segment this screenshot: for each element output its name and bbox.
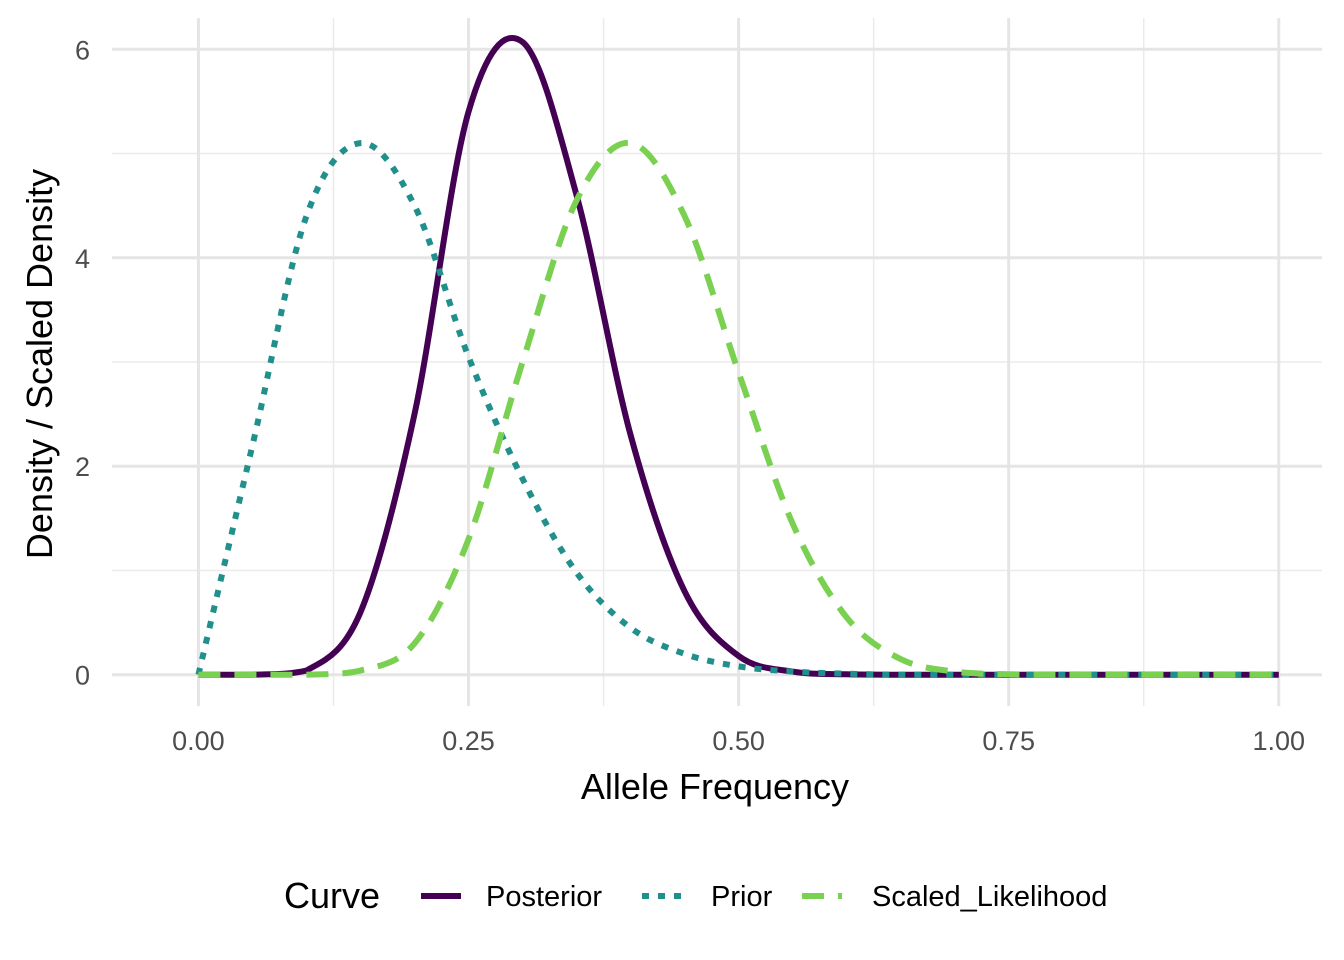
y-tick-label: 2	[75, 452, 90, 482]
legend-label-posterior: Posterior	[486, 881, 602, 913]
x-tick-label: 0.75	[982, 726, 1035, 756]
legend-label-prior: Prior	[711, 881, 773, 913]
series-line-prior	[195, 140, 1279, 678]
y-tick-label: 6	[75, 35, 90, 65]
series-line-scaled-likelihood	[198, 140, 1279, 678]
x-tick-label: 0.25	[442, 726, 495, 756]
legend-label-scaled-likelihood: Scaled_Likelihood	[872, 881, 1107, 913]
x-tick-label: 0.00	[172, 726, 225, 756]
x-axis-title: Allele Frequency	[581, 766, 849, 807]
y-tick-label: 0	[75, 661, 90, 691]
series-lines	[195, 34, 1279, 678]
legend: Curve Posterior Prior Scaled_Likelihood	[284, 875, 1107, 916]
y-axis-title: Density / Scaled Density	[19, 169, 60, 559]
x-axis-ticks: 0.00 0.25 0.50 0.75 1.00	[172, 726, 1305, 756]
legend-title: Curve	[284, 875, 380, 916]
x-tick-label: 1.00	[1253, 726, 1306, 756]
x-tick-label: 0.50	[712, 726, 765, 756]
y-axis-ticks: 0 2 4 6	[75, 35, 90, 690]
y-tick-label: 4	[75, 244, 90, 274]
